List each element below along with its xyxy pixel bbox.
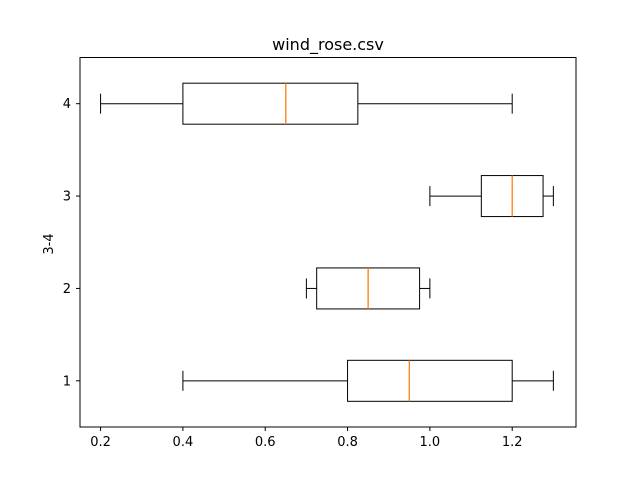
y-tick-label: 4 xyxy=(63,97,71,112)
box-group-2 xyxy=(305,267,431,310)
chart-title: wind_rose.csv xyxy=(272,35,384,55)
x-tick-label: 0.2 xyxy=(90,435,111,450)
x-tick-label: 0.8 xyxy=(337,435,358,450)
iqr-box xyxy=(347,359,513,402)
x-tick-label: 0.4 xyxy=(173,435,194,450)
plot-marks xyxy=(100,82,554,402)
y-axis: 1 2 3 4 xyxy=(63,97,80,389)
x-tick-label: 1.0 xyxy=(420,435,441,450)
y-tick-label: 1 xyxy=(63,374,71,389)
y-tick-label: 3 xyxy=(63,190,71,205)
x-tick-label: 0.6 xyxy=(255,435,276,450)
box-group-1 xyxy=(182,359,554,402)
y-tick-label: 2 xyxy=(63,282,71,297)
x-tick-label: 1.2 xyxy=(502,435,523,450)
box-group-3 xyxy=(429,175,554,218)
iqr-box xyxy=(182,82,359,125)
y-axis-label: 3-4 xyxy=(42,233,57,254)
plot-frame xyxy=(79,57,577,428)
x-axis: 0.2 0.4 0.6 0.8 1.0 1.2 xyxy=(90,427,523,450)
box-group-4 xyxy=(100,82,513,125)
